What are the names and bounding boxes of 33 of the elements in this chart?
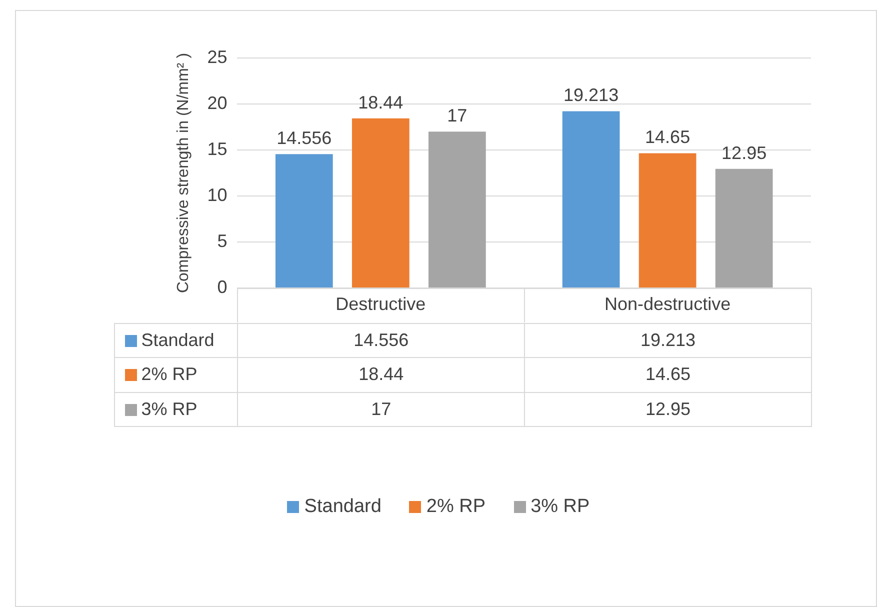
y-tick-label: 25: [207, 46, 228, 67]
bar: [352, 118, 410, 288]
data-label: 14.65: [524, 358, 812, 392]
y-tick-label: 5: [217, 230, 228, 251]
text: 17: [447, 106, 468, 126]
bar: [428, 132, 486, 288]
data-label: 18.44: [238, 358, 525, 392]
x-tick-label: Non-destructive: [604, 294, 731, 314]
legend-label: Standard: [303, 496, 382, 518]
text: 14.556: [276, 128, 332, 148]
y-tick-label: 20: [207, 92, 228, 113]
category-label: Standard: [141, 330, 214, 350]
text: 19.213: [564, 85, 619, 106]
data-label: 14.556: [238, 323, 525, 358]
text: 14.65: [645, 127, 690, 148]
bar: [562, 111, 620, 288]
data-label: 12.95: [524, 392, 812, 426]
x-tick-label: Destructive: [336, 294, 426, 314]
category-label: 2% RP: [141, 364, 198, 384]
bar: [715, 168, 773, 288]
data-label: 17: [238, 392, 525, 426]
y-tick-label: 15: [207, 138, 228, 159]
text: 18.44: [358, 92, 404, 112]
y-tick-label: 0: [217, 276, 228, 297]
y-axis-title: Compressive strength in (N/mm² ): [175, 52, 192, 294]
category-label: 3% RP: [141, 398, 198, 419]
y-tick-label: 10: [207, 184, 228, 205]
legend-label: 2% RP: [425, 496, 486, 518]
text: 12.95: [722, 142, 767, 163]
legend-label: 3% RP: [530, 496, 590, 518]
bar: [638, 153, 696, 288]
data-label: 19.213: [524, 323, 812, 358]
bar: [275, 154, 333, 288]
